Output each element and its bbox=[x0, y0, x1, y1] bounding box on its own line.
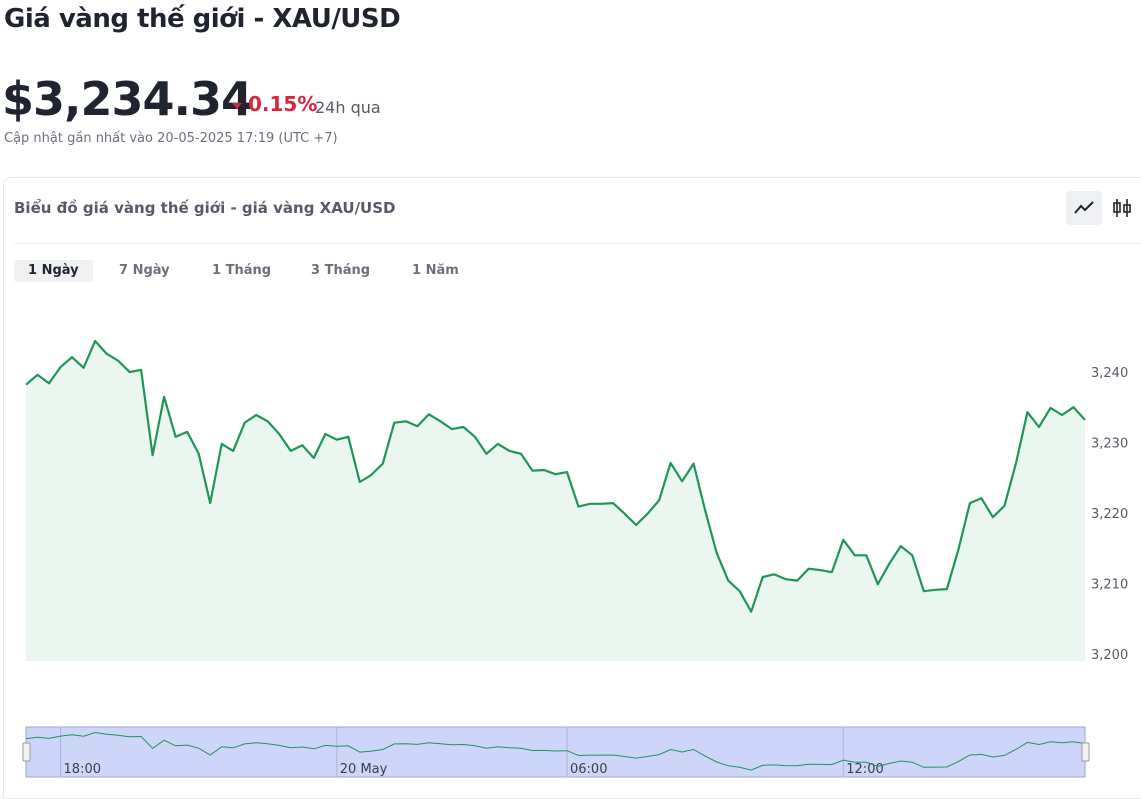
navigator-label: 06:00 bbox=[570, 762, 607, 777]
navigator-line bbox=[25, 731, 1086, 771]
price-line bbox=[25, 339, 1086, 613]
navigator-label: 18:00 bbox=[64, 762, 101, 777]
navigator-handle bbox=[22, 742, 31, 762]
range-tab[interactable]: 1 Năm bbox=[412, 263, 459, 278]
y-tick-label: 3,240 bbox=[1091, 366, 1128, 381]
navigator bbox=[25, 726, 1086, 778]
y-tick-label: 3,230 bbox=[1091, 436, 1128, 451]
range-tab[interactable]: 3 Tháng bbox=[311, 263, 371, 278]
y-tick-label: 3,220 bbox=[1091, 507, 1128, 522]
price: $3,234.34 bbox=[2, 72, 253, 126]
range-tab[interactable]: 7 Ngày bbox=[119, 263, 170, 278]
line-chart-button[interactable] bbox=[1066, 191, 1102, 225]
line-icon bbox=[1074, 201, 1094, 214]
updated-time: Cập nhật gần nhất vào 20-05-2025 17:19 (… bbox=[4, 131, 338, 146]
y-tick-label: 3,200 bbox=[1091, 648, 1128, 663]
navigator-label: 12:00 bbox=[846, 762, 883, 777]
change-period: 24h qua bbox=[315, 98, 381, 117]
navigator-handle bbox=[1081, 742, 1090, 762]
y-tick-label: 3,210 bbox=[1091, 577, 1128, 592]
range-tab[interactable]: 1 Tháng bbox=[212, 263, 272, 278]
range-tab[interactable]: 1 Ngày bbox=[14, 260, 93, 282]
navigator-label: 20 May bbox=[340, 762, 388, 777]
card-title: Biểu đồ giá vàng thế giới - giá vàng XAU… bbox=[14, 199, 396, 217]
area bbox=[26, 341, 1085, 661]
price-change: 0.15% bbox=[248, 92, 318, 116]
separator bbox=[14, 243, 1141, 244]
page-title: Giá vàng thế giới - XAU/USD bbox=[4, 4, 401, 34]
candle-icon bbox=[1113, 199, 1131, 217]
down-arrow bbox=[232, 103, 242, 109]
candle-chart-button[interactable] bbox=[1106, 191, 1140, 225]
